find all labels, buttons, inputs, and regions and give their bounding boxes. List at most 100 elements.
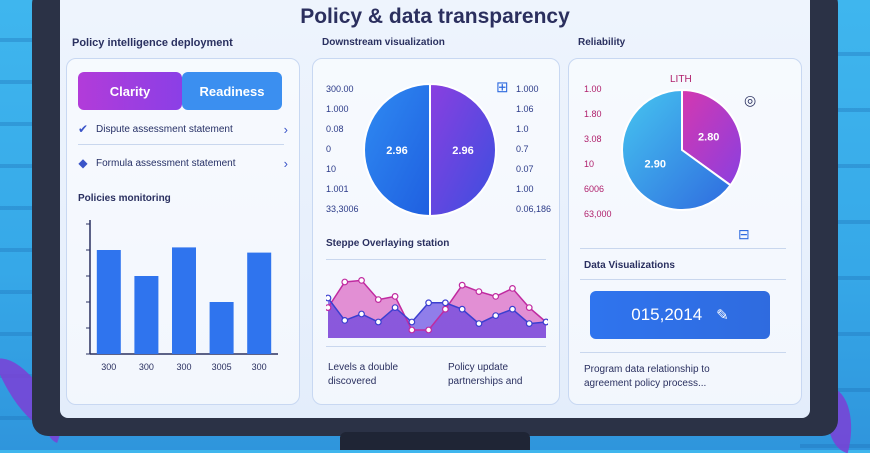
list-item-label: Formula assessment statement	[96, 157, 236, 169]
line-point	[341, 317, 349, 324]
note-left-line-2: discovered	[328, 376, 377, 387]
divider	[326, 259, 546, 260]
divider	[580, 352, 786, 353]
line-point	[391, 304, 399, 311]
axis-label: 1.001	[326, 184, 349, 194]
line-point	[326, 294, 332, 302]
divider	[78, 144, 284, 145]
divider	[326, 346, 546, 347]
axis-label: 63,000	[584, 209, 612, 219]
pie-slice	[681, 88, 743, 187]
line-point	[475, 288, 483, 295]
list-item-label: Dispute assessment statement	[96, 123, 233, 135]
pie-top-label: LITH	[670, 74, 692, 85]
left-panel-heading: Policy intelligence deployment	[72, 37, 233, 49]
area-series-2	[328, 298, 546, 338]
pie-slice	[429, 82, 497, 218]
page-title: Policy & data transparency	[300, 5, 570, 28]
line-chart	[326, 277, 548, 338]
axis-label: 10	[326, 164, 337, 174]
axis-label: 0	[326, 144, 332, 154]
line-point	[441, 305, 449, 313]
dashboard-screen: Policy & data transparency Policy intell…	[60, 0, 810, 418]
footer-line-2: agreement policy process...	[584, 378, 707, 389]
line-point	[525, 304, 533, 311]
note-right-line-2: partnerships and	[448, 376, 523, 387]
axis-label: 1.000	[516, 84, 539, 94]
pie-slice-label: 2.96	[452, 145, 473, 157]
middle-panel-heading: Downstream visualization	[322, 37, 445, 48]
note-left-line-1: Levels a double	[328, 362, 399, 373]
bar	[96, 250, 121, 354]
bar	[209, 302, 234, 354]
line-point	[475, 320, 483, 327]
right-panel-heading: Reliability	[578, 37, 626, 48]
chevron-right-icon: ›	[283, 155, 288, 171]
line-point	[458, 281, 466, 289]
axis-label: 1.80	[584, 109, 602, 119]
value-display[interactable]: 015,2014 ✎	[590, 291, 770, 339]
line-point	[492, 293, 500, 300]
line-point	[358, 310, 365, 318]
segment-readiness[interactable]: Readiness	[182, 72, 282, 110]
pie-slice	[363, 82, 431, 218]
line-point	[374, 296, 382, 303]
line-point	[326, 304, 332, 311]
axis-label: 1.0	[516, 124, 529, 134]
pie-slice	[621, 88, 732, 211]
axis-label: 6006	[584, 184, 605, 194]
bar-chart-heading: Policies monitoring	[78, 193, 171, 204]
line-point	[441, 299, 449, 307]
segment-clarity[interactable]: Clarity	[78, 72, 182, 110]
x-tick-label: 300	[252, 362, 267, 372]
line-chart-heading: Steppe Overlaying station	[326, 238, 450, 249]
line-point	[509, 305, 516, 313]
signal-icon: ◎	[744, 92, 757, 108]
line-point	[341, 278, 349, 286]
line-point	[391, 293, 399, 300]
line-point	[492, 312, 500, 319]
note-right-line-1: Policy update	[448, 362, 509, 373]
line-point	[408, 326, 416, 334]
line-point	[509, 285, 516, 292]
pie-slice-label: 2.90	[645, 159, 666, 171]
bar-chart: 300 300 300 3005 300	[86, 220, 278, 372]
axis-label: 0.08	[326, 124, 344, 134]
line-point	[458, 305, 466, 313]
bar	[172, 247, 196, 354]
axis-label: 300.00	[326, 84, 354, 94]
axis-label: 1.000	[326, 104, 349, 114]
x-tick-label: 300	[176, 362, 191, 372]
list-item[interactable]: ✔ Dispute assessment statement ›	[76, 118, 288, 140]
axis-label: 10	[584, 159, 595, 169]
footer-line-1: Program data relationship to	[584, 364, 710, 375]
axis-label: 1.00	[516, 184, 534, 194]
axis-label: 0.07	[516, 164, 534, 174]
bird-icon: ◆	[78, 156, 88, 170]
list-item[interactable]: ◆ Formula assessment statement ›	[76, 152, 288, 174]
chevron-right-icon: ›	[283, 121, 288, 137]
line-point	[425, 299, 433, 307]
check-icon: ✔	[77, 122, 89, 136]
chart-icon: ⊟	[738, 226, 750, 242]
pie-chart-right: 2.80 2.90	[621, 88, 743, 211]
axis-label: 1.00	[584, 84, 602, 94]
axis-label: 1.06	[516, 104, 534, 114]
value-text: 015,2014	[631, 305, 703, 324]
divider	[580, 279, 786, 280]
x-tick-label: 300	[139, 362, 154, 372]
pie-chart-middle: 2.96 2.96	[363, 82, 497, 218]
line-point	[408, 318, 416, 326]
line-point	[525, 320, 533, 327]
pie-slice-label: 2.80	[698, 131, 719, 143]
bar	[247, 252, 272, 354]
axis-label: 3.08	[584, 134, 602, 144]
line-point	[542, 318, 548, 326]
chart-icon: ⊞	[496, 79, 509, 96]
x-tick-label: 3005	[212, 362, 232, 372]
x-tick-label: 300	[101, 362, 116, 372]
pie-slice-label: 2.96	[386, 145, 407, 157]
line-point	[425, 326, 433, 334]
data-visualizations-heading: Data Visualizations	[584, 260, 675, 271]
axis-label: 33,3006	[326, 204, 359, 214]
